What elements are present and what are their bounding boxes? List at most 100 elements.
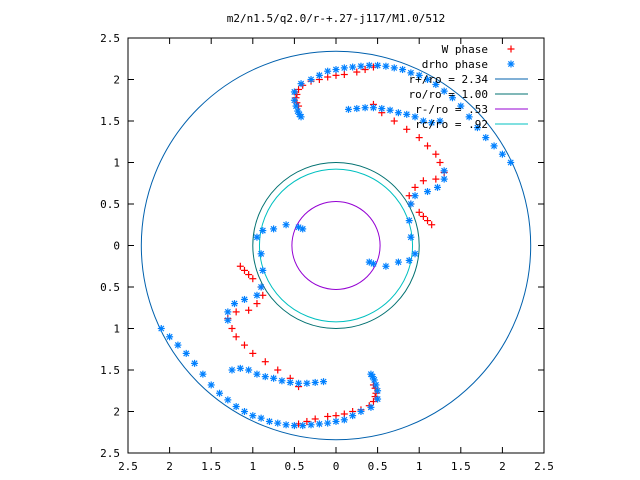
drho-phase-point [257, 283, 265, 291]
drho-phase-point-d2 [258, 250, 265, 257]
drho-phase-point-d2 [283, 421, 290, 428]
drho-phase-point [353, 105, 361, 113]
drho-phase-point-d2 [298, 113, 305, 120]
drho-phase-point [228, 366, 236, 374]
w-phase-point [245, 271, 253, 279]
drho-phase-point [257, 250, 265, 258]
drho-phase-point-d2 [341, 64, 348, 71]
drho-phase-point-d2 [474, 124, 481, 131]
drho-phase-point [490, 142, 498, 150]
w-phase-point [249, 349, 257, 357]
drho-phase-point [299, 225, 307, 233]
drho-phase-point-d2 [249, 412, 256, 419]
drho-phase-point-d2 [224, 308, 231, 315]
drho-phase-point [295, 379, 303, 387]
drho-phase-point [369, 104, 377, 112]
drho-phase-point [340, 416, 348, 424]
x-axis-ticks: 2.5 2 1.5 1 0.5 0 0.5 1 1.5 2 2.5 [118, 38, 554, 473]
drho-phase-point-d2 [382, 63, 389, 70]
drho-phase-point [191, 359, 199, 367]
drho-phase-point-d2 [312, 379, 319, 386]
drho-phase-point [324, 67, 332, 75]
drho-phase-point-d2 [253, 234, 261, 241]
drho-phase-point [448, 94, 456, 102]
drho-phase-point-d2 [259, 267, 266, 274]
drho-phase-point [166, 333, 174, 341]
drho-phase-point-d2 [349, 64, 356, 71]
drho-phase-point-d2 [245, 366, 252, 374]
drho-phase-point-d2 [432, 81, 439, 88]
drho-phase-point-d2 [231, 300, 238, 307]
drho-phase-point-d2 [407, 234, 414, 241]
drho-phase-point-d2 [291, 88, 298, 95]
drho-phase-point [407, 200, 415, 208]
drho-phase-point-d2 [303, 380, 310, 387]
reference-circles [140, 50, 532, 441]
drho-phase-point-d2 [253, 292, 261, 299]
reference-circle [258, 168, 414, 323]
drho-phase-point [411, 113, 419, 121]
drho-phase-point [473, 124, 481, 132]
drho-phase-point [259, 227, 267, 235]
drho-phase-point-d2 [406, 217, 413, 224]
legend-label: rc/ro = .92 [415, 118, 488, 131]
drho-phase-point-d2 [372, 381, 379, 388]
drho-phase-point [257, 414, 265, 422]
drho-phase-point-d2 [307, 421, 315, 428]
w-phase-point [253, 300, 261, 308]
y-tick-label: 1.5 [100, 115, 120, 128]
x-tick-label: 2.5 [118, 460, 138, 473]
drho-phase-point [407, 233, 415, 241]
w-phase-point [419, 177, 427, 185]
drho-phase-point [382, 62, 390, 70]
drho-phase-point-d2 [174, 342, 181, 349]
drho-phase-point-d2 [370, 260, 377, 267]
y-tick-label: 0 [113, 240, 120, 253]
drho-phase-point [405, 256, 413, 264]
drho-phase-point-d2 [258, 283, 265, 291]
x-tick-label: 0.5 [284, 460, 304, 473]
drho-phase-point-d2 [216, 390, 223, 397]
drho-phase-point [440, 167, 448, 175]
drho-phase-point-d2 [466, 113, 473, 120]
w-phase-point [324, 412, 332, 420]
w-phase-point [419, 212, 427, 220]
drho-phase-point-d2 [295, 380, 302, 387]
drho-phase-point-d2 [406, 257, 413, 264]
legend-marker-d2 [507, 60, 515, 68]
drho-phase-point-d2 [507, 159, 514, 166]
drho-phase-point-d2 [367, 404, 374, 411]
drho-phase-point [261, 373, 269, 381]
drho-phase-point [245, 366, 253, 374]
drho-phase-point [365, 258, 373, 266]
drho-phase-point-d2 [441, 88, 448, 95]
drho-phase-point [182, 349, 190, 357]
drho-phase-point [274, 419, 282, 427]
drho-phase-point [278, 377, 286, 385]
drho-phase-point [344, 105, 352, 113]
w-phase-point [390, 117, 398, 125]
drho-phase-point [282, 221, 290, 229]
drho-phase-point [382, 262, 390, 270]
legend-marker [507, 45, 515, 53]
drho-phase-point-d2 [491, 142, 498, 149]
drho-phase-point [270, 374, 278, 382]
w-phase-point [361, 66, 369, 74]
x-tick-label: 1.5 [451, 460, 471, 473]
drho-phase-point-d2 [199, 371, 206, 378]
reference-circle [291, 201, 381, 290]
legend: W phase drho phase r+/ro = 2.34 ro/ro = 1.0… [409, 43, 528, 131]
drho-phase-point-d2 [374, 387, 381, 394]
drho-phase-point [240, 408, 248, 415]
drho-phase-point [440, 87, 448, 95]
drho-phase-point [230, 300, 238, 308]
drho-phase-point [374, 395, 382, 403]
drho-phase-point [224, 308, 232, 316]
drho-phase-point-d2 [391, 64, 398, 71]
drho-phase-point-d2 [191, 360, 198, 367]
drho-phase-point-d2 [420, 117, 427, 125]
drho-phase-point-d2 [283, 221, 290, 228]
drho-phase-point-d2 [262, 373, 269, 380]
drho-phase-point-d2 [457, 103, 464, 110]
x-tick-label: 2 [166, 460, 173, 473]
